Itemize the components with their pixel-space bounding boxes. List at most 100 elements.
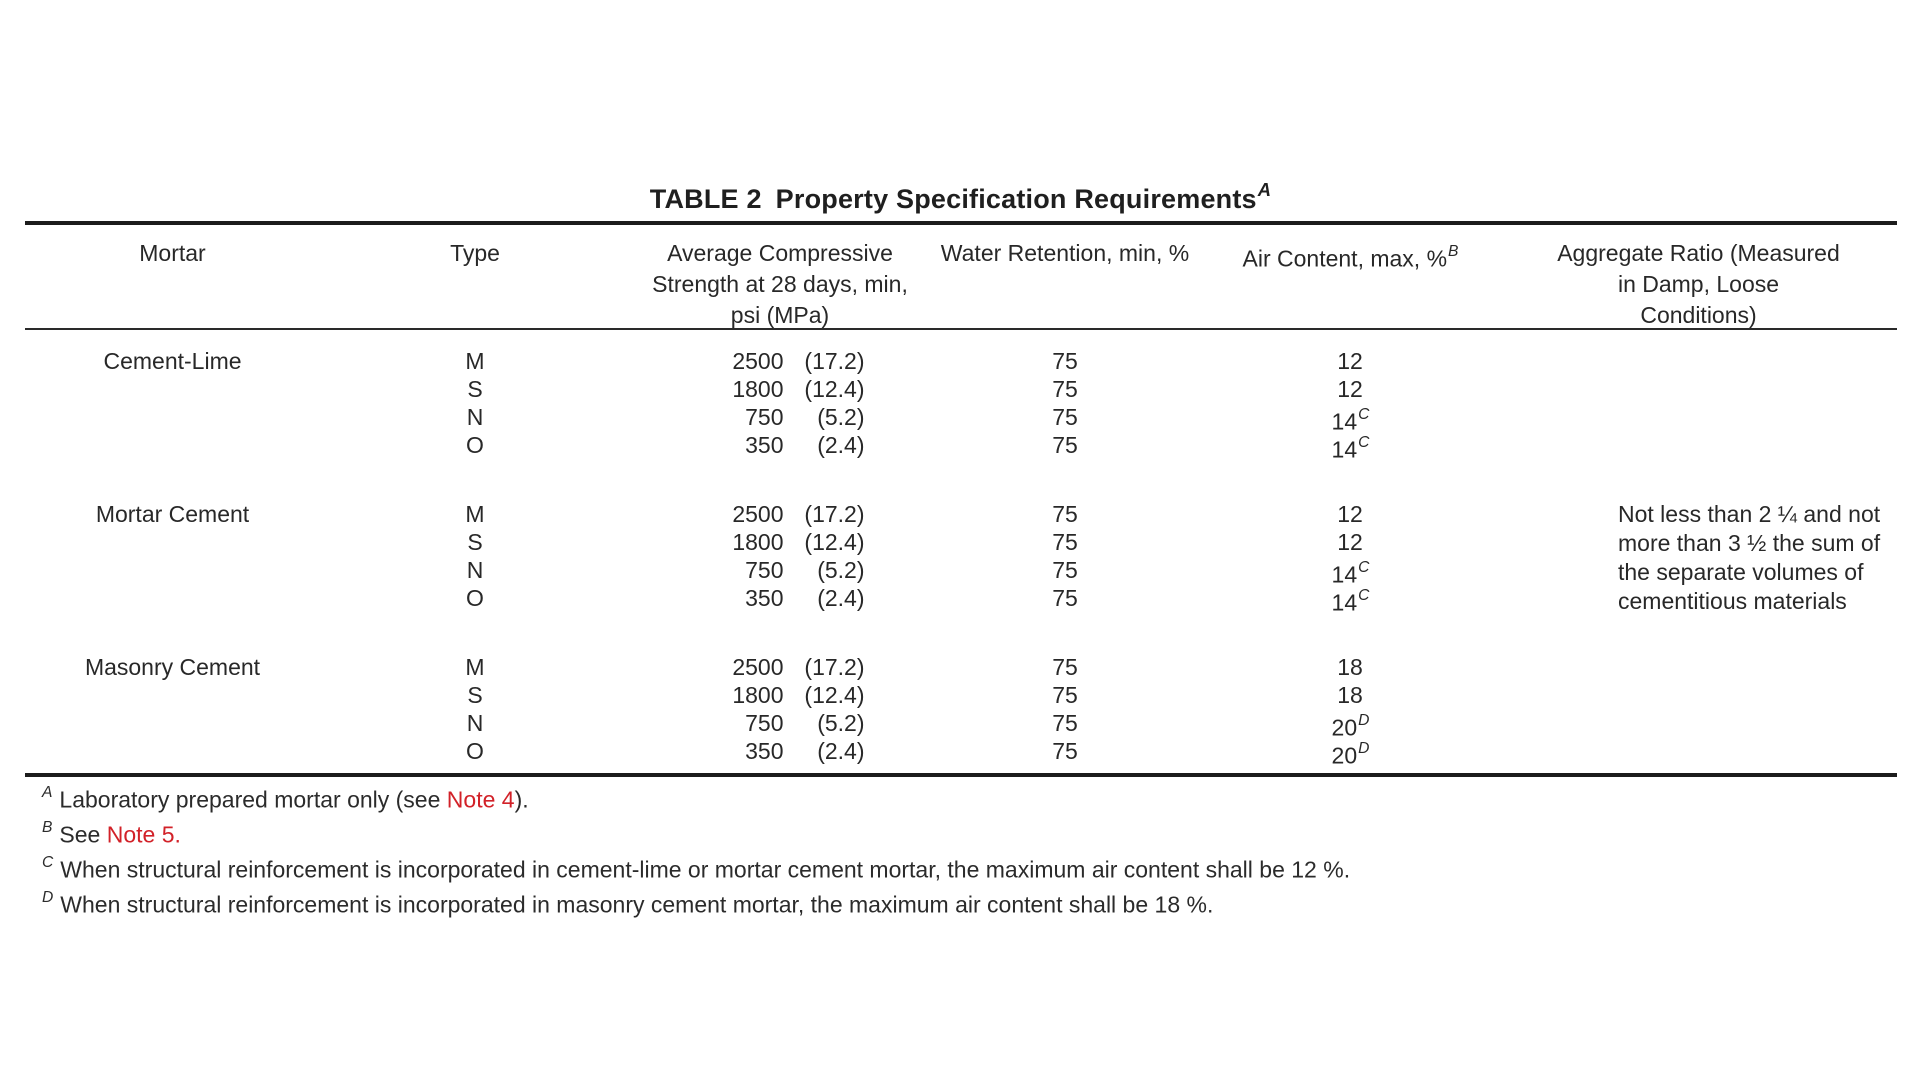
air-content-value: 14C [1200, 431, 1500, 463]
type-cell: M [465, 654, 485, 680]
mortar-cell [25, 709, 320, 737]
air-content-footnote-ref: C [1358, 587, 1370, 604]
type-cell: S [467, 529, 483, 555]
table-row: O 350 (2.4) 75 14C [25, 584, 1897, 616]
type-cell: O [466, 432, 484, 458]
compressive-strength-cell: 350 (2.4) [630, 584, 930, 612]
aggregate-ratio-cell [1500, 431, 1897, 459]
compressive-strength-cell: 1800 (12.4) [630, 375, 930, 403]
table-row: O 350 (2.4) 75 20D [25, 737, 1897, 769]
mortar-cell [25, 431, 320, 459]
footnote-marker: B [42, 819, 53, 837]
mpa-value: (2.4) [817, 432, 865, 458]
psi-value: 2500 [732, 501, 784, 527]
air-content-number: 20 [1331, 714, 1358, 741]
psi-value: 1800 [732, 376, 784, 402]
psi-value: 1800 [732, 529, 784, 555]
aggregate-ratio-line: Not less than 2 ¼ and not [1618, 501, 1881, 527]
mortar-cell [25, 375, 320, 403]
header-compressive-strength-line: Average Compressive [667, 240, 893, 266]
mortar-cell [25, 584, 320, 612]
mortar-cell [25, 528, 320, 556]
air-content-value: 14C [1200, 403, 1500, 435]
aggregate-ratio-cell [1500, 375, 1897, 403]
type-cell: S [467, 376, 483, 402]
air-content-value: 20D [1200, 737, 1500, 769]
table-title: TABLE 2 Property Specification Requiremen… [0, 179, 1920, 215]
note-link[interactable]: Note 4 [446, 786, 515, 813]
compressive-strength-cell: 1800 (12.4) [630, 681, 930, 709]
table-row: N 750 (5.2) 75 14C [25, 403, 1897, 435]
footnote: A Laboratory prepared mortar only (see No… [25, 780, 1897, 815]
type-cell: O [466, 738, 484, 764]
aggregate-ratio-cell [1500, 681, 1897, 709]
air-content-number: 12 [1337, 376, 1363, 402]
air-content-number: 12 [1337, 348, 1363, 374]
aggregate-ratio-line: cementitious materials [1618, 588, 1847, 614]
mpa-value: (12.4) [804, 682, 865, 708]
footnote-text: When structural reinforcement is incorpo… [60, 892, 1214, 919]
mpa-value: (5.2) [817, 557, 865, 583]
air-content-value: 12 [1200, 375, 1500, 403]
table-row: N 750 (5.2) 75 14C [25, 556, 1897, 588]
compressive-strength-cell: 2500 (17.2) [630, 500, 930, 528]
air-content-value: 18 [1200, 681, 1500, 709]
table-row: Masonry Cement M 2500 (17.2) 75 18 [25, 653, 1897, 681]
footnote: D When structural reinforcement is incorp… [25, 885, 1897, 920]
header-mortar: Mortar [139, 240, 206, 266]
water-retention-value: 75 [1052, 501, 1078, 527]
table-row: Cement-Lime M 2500 (17.2) 75 12 [25, 347, 1897, 375]
air-content-value: 14C [1200, 556, 1500, 588]
compressive-strength-cell: 1800 (12.4) [630, 528, 930, 556]
compressive-strength-cell: 2500 (17.2) [630, 653, 930, 681]
footnote-text: ). [514, 786, 529, 813]
compressive-strength-cell: 750 (5.2) [630, 403, 930, 431]
air-content-footnote-marker: B [1448, 243, 1459, 260]
water-retention-value: 75 [1052, 529, 1078, 555]
property-specification-table: Mortar Type Average Compressive Strength … [25, 221, 1897, 777]
footnote-text: See [59, 821, 107, 848]
header-compressive-strength-line: Strength at 28 days, min, [652, 271, 908, 297]
mpa-value: (12.4) [804, 376, 865, 402]
mortar-section: Masonry Cement M 2500 (17.2) 75 18 S 1800 (12.4)… [25, 653, 1897, 769]
air-content-number: 14 [1331, 436, 1358, 463]
aggregate-ratio-cell [1500, 653, 1897, 681]
header-compressive-strength: Average Compressive Strength at 28 days, … [630, 238, 930, 331]
mpa-value: (2.4) [817, 585, 865, 611]
header-aggregate-ratio-line: Conditions) [1640, 302, 1757, 328]
footnote-marker: C [42, 854, 54, 872]
aggregate-ratio-cell [1500, 403, 1897, 431]
type-cell: M [465, 501, 485, 527]
air-content-number: 18 [1337, 654, 1363, 680]
mortar-cell [25, 681, 320, 709]
air-content-footnote-ref: C [1358, 559, 1370, 576]
air-content-footnote-ref: C [1358, 406, 1370, 423]
water-retention-value: 75 [1052, 585, 1078, 611]
table-row: Mortar Cement M 2500 (17.2) 75 12 [25, 500, 1897, 528]
header-air-content: Air Content, max, %B [1242, 243, 1459, 272]
water-retention-value: 75 [1052, 710, 1078, 736]
table-title-text: Property Specification Requirements [775, 184, 1257, 214]
table-row: O 350 (2.4) 75 14C [25, 431, 1897, 463]
type-cell: N [466, 710, 484, 736]
air-content-value: 20D [1200, 709, 1500, 741]
aggregate-ratio-line: the separate volumes of [1618, 559, 1864, 585]
water-retention-value: 75 [1052, 432, 1078, 458]
mortar-section: Mortar Cement M 2500 (17.2) 75 12 S 1800 (12.4) 7… [25, 500, 1897, 616]
header-water-retention: Water Retention, min, % [940, 240, 1190, 266]
footnote-text: Laboratory prepared mortar only (see [59, 786, 447, 813]
aggregate-ratio-text: Not less than 2 ¼ and not more than 3 ½ t… [1525, 500, 1920, 616]
psi-value: 1800 [732, 682, 784, 708]
footnote: B See Note 5. [25, 815, 1897, 850]
note-link[interactable]: Note 5. [106, 821, 181, 848]
header-aggregate-ratio-line: in Damp, Loose [1617, 271, 1780, 297]
air-content-number: 12 [1337, 501, 1363, 527]
title-footnote-marker: A [1257, 179, 1272, 200]
water-retention-value: 75 [1052, 738, 1078, 764]
compressive-strength-cell: 350 (2.4) [630, 737, 930, 765]
mortar-cell [25, 556, 320, 584]
psi-value: 2500 [732, 654, 784, 680]
psi-value: 350 [745, 585, 784, 611]
type-cell: S [467, 682, 483, 708]
psi-value: 350 [745, 738, 784, 764]
